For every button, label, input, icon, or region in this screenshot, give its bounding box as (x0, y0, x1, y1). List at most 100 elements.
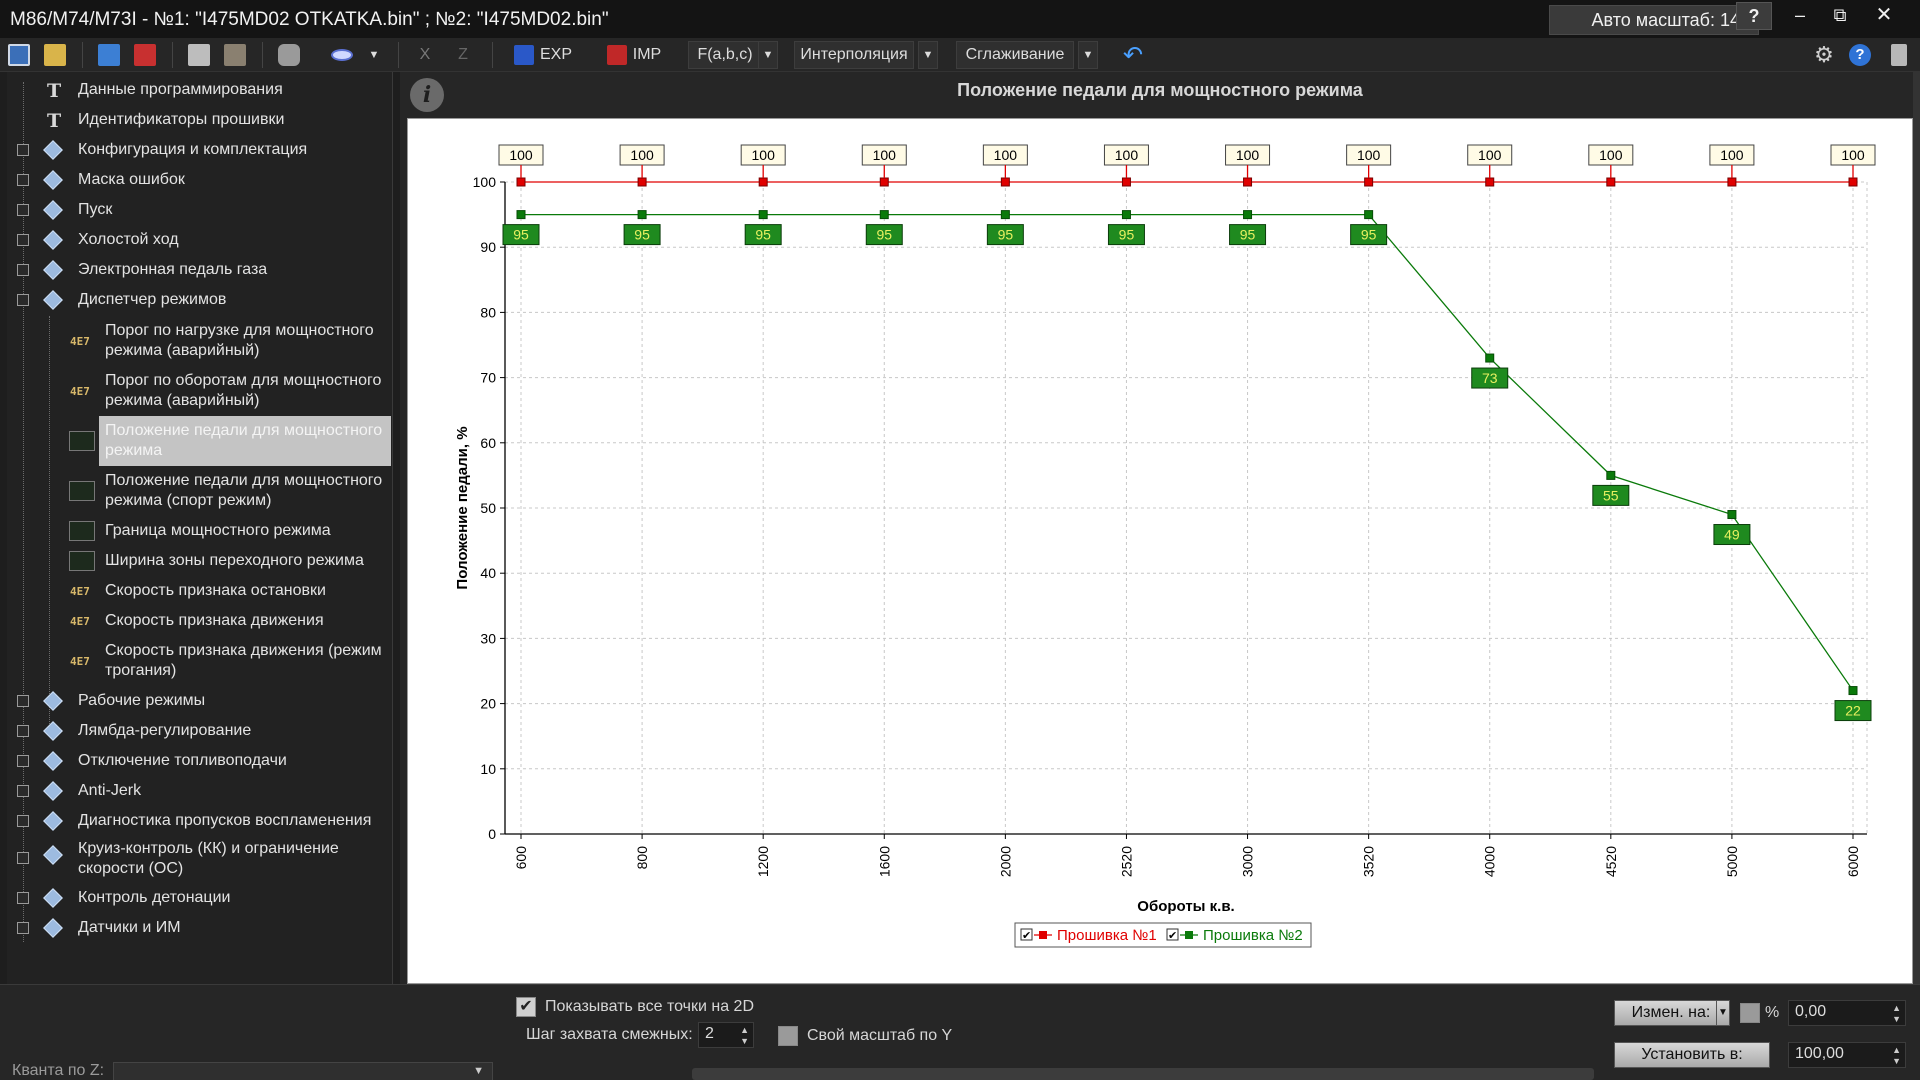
tree-subitem-rpm-threshold[interactable]: 4E7 Порог по оборотам для мощностного ре… (70, 372, 382, 409)
toolbar-z-button[interactable]: Z (458, 46, 468, 63)
tree-item-work-modes[interactable]: Рабочие режимы (7, 686, 387, 716)
series-2-point (1485, 353, 1495, 363)
expand-icon[interactable] (17, 695, 29, 707)
own-scale-checkbox[interactable] (778, 1026, 798, 1046)
info-icon[interactable]: i (410, 78, 444, 112)
x-tick-label: 600 (513, 846, 529, 870)
tree-subitem-move-speed-launch[interactable]: 4E7 Скорость признака движения (режим тр… (70, 642, 382, 679)
export-button[interactable]: EXP (506, 41, 580, 69)
copy-icon[interactable] (186, 41, 212, 69)
spin-arrows-icon[interactable]: ▲ ▼ (740, 1025, 749, 1046)
folder-diamond-icon (43, 170, 63, 190)
tree-item-misfire-diag[interactable]: Диагностика пропусков воспламенения (7, 806, 387, 836)
tree-item-knock-control[interactable]: Контроль детонации (7, 883, 387, 913)
minimize-button[interactable]: – (1794, 5, 1805, 25)
tree-subitem-load-threshold[interactable]: 4E7 Порог по нагрузке для мощностного ре… (70, 322, 374, 359)
tree-item-sensors[interactable]: Датчики и ИМ (7, 913, 387, 943)
help-button[interactable]: ? (1736, 2, 1772, 30)
set-to-button[interactable]: Установить в: (1614, 1042, 1770, 1068)
expand-icon[interactable] (17, 144, 29, 156)
tree-item-anti-jerk[interactable]: Anti-Jerk (7, 776, 387, 806)
tree-item-cruise-control[interactable]: Круиз-контроль (КК) и ограничение скорос… (7, 836, 387, 880)
data-label-box (986, 224, 1024, 246)
tree-item-programming-data[interactable]: T Данные программирования (47, 80, 283, 102)
series-2-point (758, 210, 768, 220)
spin-arrows-icon[interactable]: ▲ ▼ (1892, 1045, 1901, 1066)
open-folder-icon[interactable] (42, 41, 68, 69)
tree-subitem-stop-speed[interactable]: 4E7 Скорость признака остановки (70, 582, 326, 599)
tree-subitem-move-speed[interactable]: 4E7 Скорость признака движения (70, 612, 324, 629)
dock-icon[interactable] (1886, 41, 1912, 69)
binoculars-icon[interactable] (274, 41, 304, 69)
percent-checkbox[interactable] (1740, 1003, 1760, 1023)
toolbar-x-button[interactable]: X (419, 46, 431, 63)
show-all-points-checkbox[interactable]: ✔ (516, 997, 536, 1017)
tree-item-start[interactable]: Пуск (7, 195, 387, 225)
series-1-point (1121, 177, 1131, 187)
export-label: EXP (539, 46, 572, 63)
smoothing-dropdown[interactable]: Сглаживание (956, 41, 1074, 69)
interpolation-dropdown[interactable]: Интерполяция (794, 41, 914, 69)
set-value-input[interactable]: 100,00 ▲ ▼ (1788, 1042, 1906, 1068)
eye-dropdown-icon[interactable]: ▼ (368, 49, 380, 61)
tree-item-idle[interactable]: Холостой ход (7, 225, 387, 255)
tree-item-fuel-cutoff[interactable]: Отключение топливоподачи (7, 746, 387, 776)
tree-subitem-pedal-position-sport[interactable]: Положение педали для мощностного режима … (7, 469, 387, 513)
change-by-dropdown-icon[interactable]: ▼ (1716, 1000, 1730, 1026)
tree-item-e-pedal[interactable]: Электронная педаль газа (7, 255, 387, 285)
series-1-point (516, 177, 526, 187)
data-label: 100 (1115, 147, 1139, 163)
folder-diamond-icon (43, 260, 63, 280)
close-button[interactable]: ✕ (1875, 4, 1893, 26)
maximize-button[interactable]: ⧉ (1833, 5, 1847, 25)
tree-subitem-power-boundary[interactable]: Граница мощностного режима (7, 516, 387, 546)
function-dropdown[interactable]: F(a,b,c) (688, 41, 762, 69)
expand-icon[interactable] (17, 892, 29, 904)
download-icon[interactable] (132, 41, 158, 69)
x-axis-title: Обороты к.в. (1137, 898, 1234, 915)
eye-icon[interactable] (322, 41, 362, 69)
smoothing-dropdown-arrow-icon[interactable]: ▼ (1078, 41, 1098, 69)
expand-icon[interactable] (17, 234, 29, 246)
tree-item-configuration[interactable]: Конфигурация и комплектация (7, 135, 387, 165)
tree-subitem-pedal-position-power[interactable]: Положение педали для мощностного режима (7, 419, 387, 463)
expand-icon[interactable] (17, 785, 29, 797)
spin-arrows-icon[interactable]: ▲ ▼ (1892, 1003, 1901, 1024)
tree-subitem-transition-width[interactable]: Ширина зоны переходного режима (7, 546, 387, 576)
expand-icon[interactable] (17, 264, 29, 276)
folder-diamond-icon (43, 230, 63, 250)
tree-item-firmware-ids[interactable]: T Идентификаторы прошивки (47, 110, 285, 132)
interpolation-dropdown-arrow-icon[interactable]: ▼ (918, 41, 938, 69)
import-button[interactable]: IMP (598, 41, 670, 69)
vertical-scrollbar[interactable] (1913, 72, 1920, 984)
expand-icon[interactable] (17, 725, 29, 737)
tree-item-mode-dispatcher[interactable]: Диспетчер режимов (7, 285, 387, 315)
chart-svg[interactable]: 0 10 20 30 40 50 60 70 80 90 100 600 800 1200 1600 2000… (407, 118, 1913, 984)
quanta-z-dropdown[interactable]: ▼ (113, 1062, 493, 1080)
tree-item-lambda[interactable]: Лямбда-регулирование (7, 716, 387, 746)
save-icon[interactable] (6, 41, 32, 69)
horizontal-scrollbar[interactable] (692, 1068, 1594, 1080)
help-circle-icon[interactable]: ? (1846, 41, 1874, 69)
change-by-button[interactable]: Измен. на: (1614, 1000, 1728, 1026)
expand-icon[interactable] (17, 815, 29, 827)
undo-icon[interactable]: ↶ (1122, 41, 1144, 69)
x-tick-label: 2000 (997, 846, 1013, 877)
function-dropdown-arrow-icon[interactable]: ▼ (758, 41, 778, 69)
upload-icon[interactable] (96, 41, 122, 69)
expand-icon[interactable] (17, 174, 29, 186)
capture-step-stepper[interactable]: 2 ▲ ▼ (698, 1022, 754, 1048)
expand-icon[interactable] (17, 204, 29, 216)
data-label: 100 (752, 147, 776, 163)
settings-gear-icon[interactable]: ⚙ (1814, 42, 1834, 67)
paste-icon[interactable] (222, 41, 248, 69)
expand-icon[interactable] (17, 755, 29, 767)
expand-icon[interactable] (17, 922, 29, 934)
tree-item-error-mask[interactable]: Маска ошибок (7, 165, 387, 195)
data-label: 100 (1841, 147, 1865, 163)
numeric-value-icon: 4E7 (70, 334, 90, 348)
change-value-input[interactable]: 0,00 ▲ ▼ (1788, 1000, 1906, 1026)
autoscale-indicator[interactable]: Авто масштаб: 144 (1549, 5, 1759, 35)
collapse-icon[interactable] (17, 294, 29, 306)
expand-icon[interactable] (17, 852, 29, 864)
